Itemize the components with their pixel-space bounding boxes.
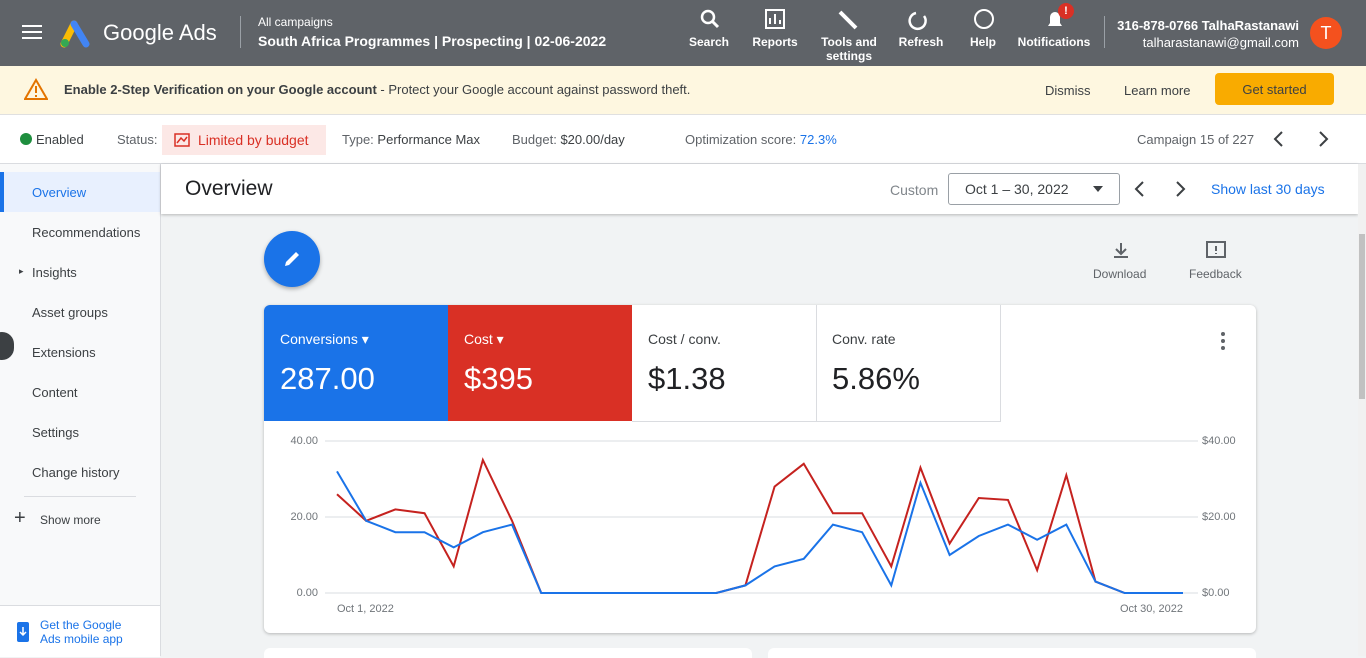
nav-item[interactable]: Extensions xyxy=(32,345,96,360)
nav-item[interactable]: Asset groups xyxy=(32,305,108,320)
product-name: Google Ads xyxy=(103,20,217,45)
scorecard[interactable]: Cost / conv. $1.38 xyxy=(632,305,817,422)
nav-icons xyxy=(700,9,1062,31)
scorecard[interactable]: Cost ▾ $395 xyxy=(448,305,632,421)
scorecard-label: Conv. rate xyxy=(832,331,896,347)
nav-item[interactable]: Content xyxy=(32,385,78,400)
learn-more-button[interactable]: Learn more xyxy=(1124,83,1191,98)
campaign-pager[interactable] xyxy=(1270,129,1334,149)
chart: 0.00 20.00 40.00 $0.00 $20.00 $40.00 Oct 1, 20… xyxy=(290,435,1236,615)
scorecard-value: $395 xyxy=(464,361,533,396)
scorecard-value: 287.00 xyxy=(280,361,375,396)
download-button[interactable]: Download xyxy=(1093,267,1147,281)
date-range[interactable]: Oct 1 – 30, 2022 xyxy=(965,181,1069,197)
status-label: Status: xyxy=(117,132,158,147)
y2-tick-label: $0.00 xyxy=(1202,587,1230,599)
show-last-link[interactable]: Show last 30 days xyxy=(1211,181,1325,197)
nav-tools[interactable]: Tools and settings xyxy=(821,35,877,63)
scorecard[interactable]: Conversions ▾ 287.00 xyxy=(264,305,448,421)
x-tick-label: Oct 1, 2022 xyxy=(337,603,394,615)
page-header: Overview Custom Oct 1 – 30, 2022 Show la… xyxy=(161,164,1358,214)
feedback-button[interactable]: Feedback xyxy=(1189,267,1242,281)
edit-button[interactable] xyxy=(264,231,320,287)
logo xyxy=(60,20,90,48)
data-line xyxy=(336,457,1183,594)
metric-name: Conversions xyxy=(280,331,358,347)
custom-label: Custom xyxy=(890,182,939,198)
nav-item[interactable]: Settings xyxy=(32,425,79,440)
mobile-app-link[interactable]: Get the Google Ads mobile app xyxy=(40,618,123,646)
campaign-name: South Africa Programmes | Prospecting | … xyxy=(258,33,607,49)
notification-badge: ! xyxy=(1058,3,1074,19)
y-tick-label: 0.00 xyxy=(297,587,318,599)
scorecard-value: 5.86% xyxy=(832,361,920,396)
y-tick-label: 20.00 xyxy=(290,511,318,523)
show-more[interactable]: Show more xyxy=(40,513,101,527)
scorecard-label: Cost / conv. xyxy=(648,331,721,347)
sidebar: Overview Recommendations ▸ Insights Asse… xyxy=(0,164,161,657)
banner-bold: Enable 2-Step Verification on your Googl… xyxy=(64,82,377,97)
scorecard-label: Conversions ▾ xyxy=(280,331,369,347)
y2-tick-label: $40.00 xyxy=(1202,435,1236,447)
y-tick-label: 40.00 xyxy=(290,435,318,447)
scorecard-value: $1.38 xyxy=(648,361,726,396)
campaign-position: Campaign 15 of 227 xyxy=(1137,132,1255,147)
nav-item[interactable]: Overview xyxy=(32,185,87,200)
get-started-button[interactable]: Get started xyxy=(1215,73,1334,105)
avatar[interactable]: T xyxy=(1310,17,1342,49)
data-line xyxy=(336,470,1183,594)
nav-item[interactable]: Insights xyxy=(32,265,77,280)
status-bar: Enabled Status: Limited by budget Type: … xyxy=(0,115,1366,164)
date-pager[interactable] xyxy=(1131,179,1191,199)
type-info: Type: Performance Max xyxy=(342,132,480,147)
breadcrumb[interactable]: All campaigns xyxy=(258,15,333,29)
nav-search[interactable]: Search xyxy=(688,35,730,49)
nav-reports[interactable]: Reports xyxy=(752,35,798,49)
budget-label: Budget: xyxy=(512,132,557,147)
scorecard-label: Cost ▾ xyxy=(464,331,504,347)
budget-info: Budget: $20.00/day xyxy=(512,132,625,147)
dismiss-button[interactable]: Dismiss xyxy=(1045,83,1091,98)
page-title: Overview xyxy=(185,177,273,200)
account-email: talharastanawi@gmail.com xyxy=(1142,35,1299,50)
score-info: Optimization score: 72.3% xyxy=(685,132,837,147)
top-bar: Google Ads All campaigns South Africa Pr… xyxy=(0,0,1366,66)
menu-icon[interactable] xyxy=(22,24,44,42)
tool-icons xyxy=(1114,241,1226,258)
y2-tick-label: $20.00 xyxy=(1202,511,1236,523)
performance-card: Conversions ▾ 287.00 Cost ▾ $395 Cost / co… xyxy=(264,305,1256,633)
scorecard[interactable]: Conv. rate 5.86% xyxy=(816,305,1001,422)
budget-value: $20.00/day xyxy=(560,132,625,147)
campaign-state: Enabled xyxy=(36,132,84,147)
type-value: Performance Max xyxy=(377,132,481,147)
warning-icon xyxy=(24,78,48,100)
nav-notifications[interactable]: Notifications xyxy=(1017,35,1091,49)
account-id: 316-878-0766 TalhaRastanawi xyxy=(1117,18,1299,33)
type-label: Type: xyxy=(342,132,374,147)
nav-refresh[interactable]: Refresh xyxy=(898,35,944,49)
nav-item[interactable]: Change history xyxy=(32,465,120,480)
banner: Enable 2-Step Verification on your Googl… xyxy=(0,66,1366,115)
banner-text: - Protect your Google account against pa… xyxy=(376,82,691,97)
nav-help[interactable]: Help xyxy=(969,35,996,49)
status-value[interactable]: Limited by budget xyxy=(198,132,309,148)
nav-item[interactable]: Recommendations xyxy=(32,225,141,240)
more-menu[interactable] xyxy=(1216,331,1230,351)
x-tick-label: Oct 30, 2022 xyxy=(1120,603,1183,615)
score-value[interactable]: 72.3% xyxy=(799,132,837,147)
metric-name: Cost xyxy=(464,331,493,347)
score-label: Optimization score: xyxy=(685,132,797,147)
